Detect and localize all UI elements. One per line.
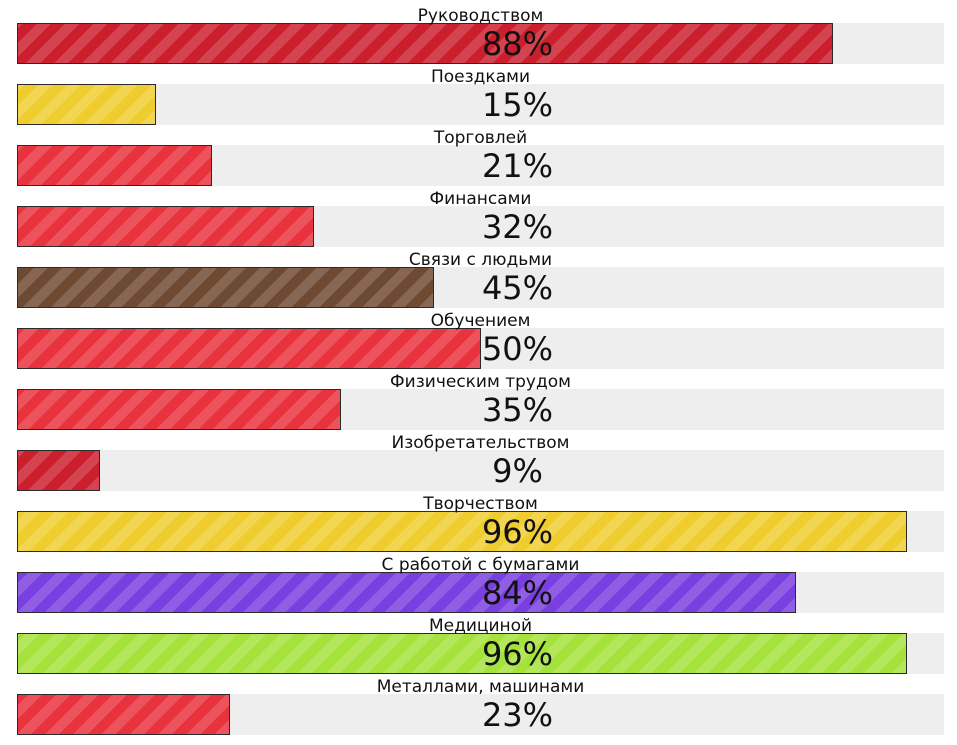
bar-fill: [17, 450, 100, 491]
value-label: 88%: [481, 25, 554, 63]
bar-fill: [17, 511, 907, 552]
bar-fill: [17, 23, 833, 64]
bar-fill: [17, 206, 314, 247]
bar-row: Руководством 88%: [0, 7, 957, 68]
bar-fill: [17, 84, 156, 125]
bar-row: Финансами 32%: [0, 190, 957, 251]
category-label: Поездками: [431, 67, 530, 87]
bar-row: С работой с бумагами 84%: [0, 556, 957, 617]
value-label: 96%: [481, 513, 554, 551]
bar-fill: [17, 145, 212, 186]
value-label: 96%: [481, 635, 554, 673]
value-label: 15%: [481, 86, 554, 124]
value-label: 21%: [481, 147, 554, 185]
bar-row: Физическим трудом 35%: [0, 373, 957, 434]
bar-row: Поездками 15%: [0, 68, 957, 129]
value-label: 23%: [481, 696, 554, 734]
bar-row: Металлами, машинами 23%: [0, 678, 957, 739]
value-label: 32%: [481, 208, 554, 246]
category-label: Физическим трудом: [390, 372, 571, 392]
category-label: Металлами, машинами: [376, 677, 585, 697]
category-label: С работой с бумагами: [381, 555, 580, 575]
bar-row: Обучением 50%: [0, 312, 957, 373]
bar-fill: [17, 389, 341, 430]
category-label: Торговлей: [433, 128, 528, 148]
category-label: Обучением: [430, 311, 531, 331]
bar-track: [17, 84, 944, 125]
value-label: 9%: [492, 452, 543, 490]
bar-fill: [17, 633, 907, 674]
bar-track: [17, 450, 944, 491]
category-label: Медициной: [428, 616, 533, 636]
bar-fill: [17, 572, 796, 613]
bar-row: Медициной 96%: [0, 617, 957, 678]
value-label: 35%: [481, 391, 554, 429]
bar-fill: [17, 694, 230, 735]
category-label: Изобретательством: [391, 433, 570, 453]
bar-fill: [17, 328, 481, 369]
category-label: Творчеством: [423, 494, 538, 514]
category-label: Связи с людьми: [408, 250, 553, 270]
bar-row: Творчеством 96%: [0, 495, 957, 556]
value-label: 50%: [481, 330, 554, 368]
value-label: 84%: [481, 574, 554, 612]
bar-row: Торговлей 21%: [0, 129, 957, 190]
category-label: Руководством: [417, 6, 544, 26]
value-label: 45%: [481, 269, 554, 307]
bar-row: Связи с людьми 45%: [0, 251, 957, 312]
category-label: Финансами: [429, 189, 532, 209]
bar-row: Изобретательством 9%: [0, 434, 957, 495]
bar-fill: [17, 267, 434, 308]
